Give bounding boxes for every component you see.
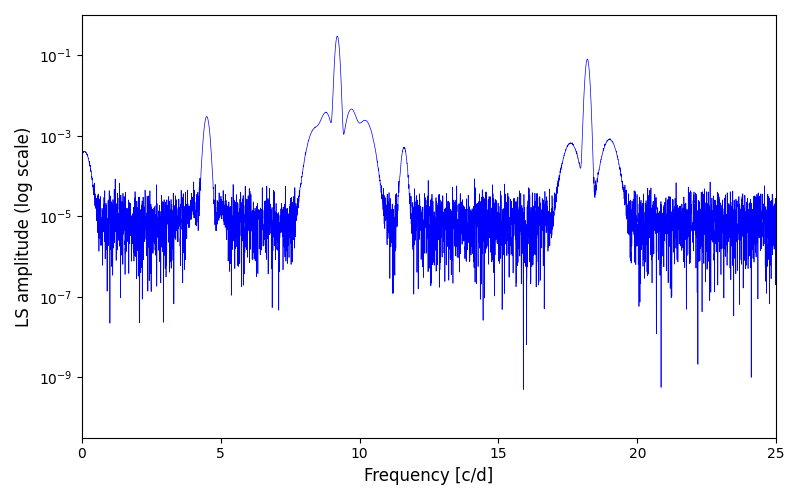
X-axis label: Frequency [c/d]: Frequency [c/d] [364, 467, 494, 485]
Y-axis label: LS amplitude (log scale): LS amplitude (log scale) [15, 126, 33, 326]
